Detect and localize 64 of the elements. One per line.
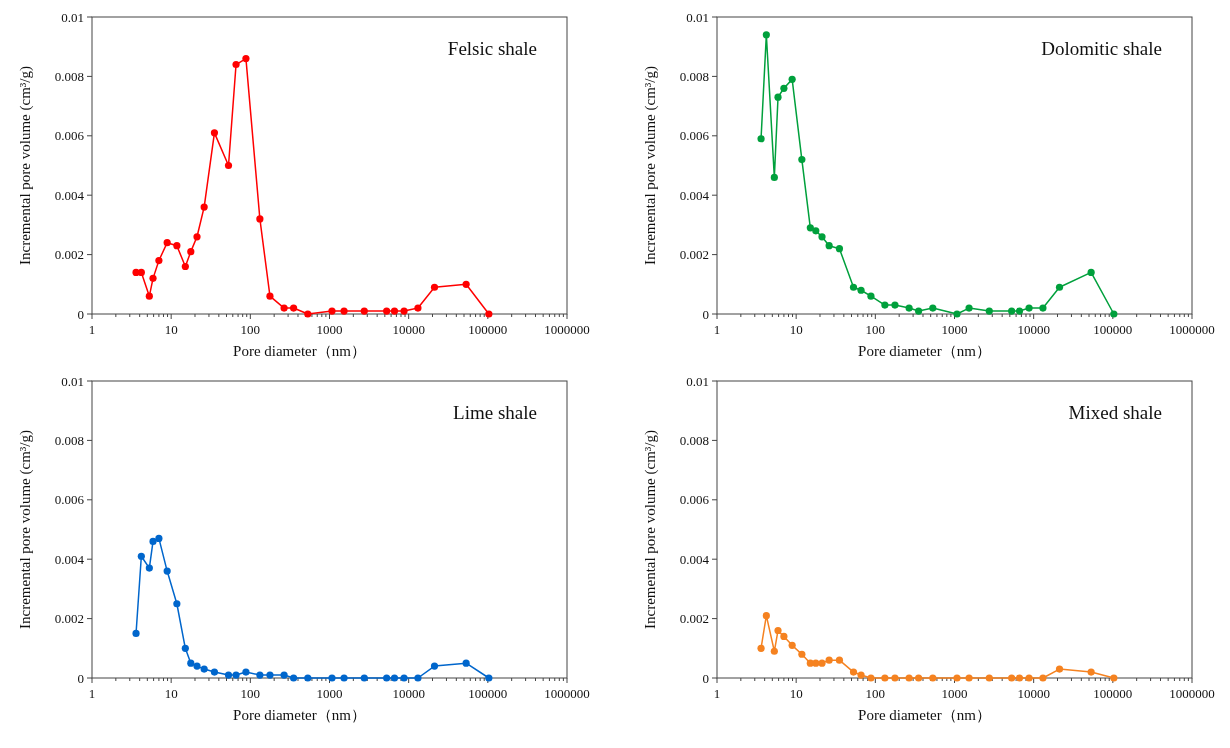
y-tick-label: 0.01 bbox=[686, 373, 709, 389]
x-tick-label: 1000 bbox=[316, 686, 343, 701]
text: Dolomitic shale bbox=[1041, 38, 1162, 59]
x-tick-label: 10000 bbox=[1017, 322, 1050, 337]
text: Felsic shale bbox=[447, 38, 537, 59]
y-tick-label: 0.01 bbox=[61, 9, 84, 25]
y-tick-label: 0.008 bbox=[679, 68, 709, 84]
x-axis-title: Pore diameter（nm） bbox=[233, 343, 366, 359]
y-tick-label: 0.004 bbox=[679, 187, 710, 203]
y-tick-label: 0.002 bbox=[54, 611, 84, 627]
x-tick-label: 100 bbox=[240, 322, 261, 337]
y-tick-label: 0.006 bbox=[54, 128, 85, 144]
x-tick-label: 10000 bbox=[392, 686, 425, 701]
x-tick-label: 100000 bbox=[468, 686, 508, 701]
x-tick-label: 10 bbox=[164, 322, 178, 337]
text: Mixed shale bbox=[1068, 402, 1162, 423]
x-axis-title: Pore diameter（nm） bbox=[858, 707, 991, 723]
y-tick-label: 0.008 bbox=[54, 68, 84, 84]
y-tick-label: 0.008 bbox=[679, 432, 709, 448]
y-tick-label: 0 bbox=[77, 670, 84, 686]
y-tick-label: 0 bbox=[77, 306, 84, 322]
x-axis-title: Pore diameter（nm） bbox=[233, 707, 366, 723]
x-tick-label: 1000000 bbox=[544, 322, 590, 337]
y-axis-title: Incremental pore volume (cm³/g) bbox=[17, 66, 34, 265]
x-tick-label: 100000 bbox=[1093, 322, 1133, 337]
x-tick-label: 1000000 bbox=[1169, 322, 1215, 337]
y-tick-label: 0 bbox=[702, 670, 709, 686]
x-tick-label: 10 bbox=[164, 686, 178, 701]
y-tick-label: 0.004 bbox=[54, 187, 85, 203]
y-tick-label: 0.006 bbox=[679, 492, 710, 508]
y-tick-label: 0.002 bbox=[679, 611, 709, 627]
x-tick-label: 10 bbox=[789, 686, 803, 701]
x-tick-label: 1 bbox=[88, 322, 96, 337]
y-tick-label: 0 bbox=[702, 306, 709, 322]
x-tick-label: 1000000 bbox=[544, 686, 590, 701]
x-tick-label: 100000 bbox=[468, 322, 508, 337]
y-tick-label: 0.004 bbox=[679, 551, 710, 567]
x-axis-title: Pore diameter（nm） bbox=[858, 343, 991, 359]
x-tick-label: 100 bbox=[240, 686, 261, 701]
text: Lime shale bbox=[453, 402, 537, 423]
x-tick-label: 1000000 bbox=[1169, 686, 1215, 701]
y-tick-label: 0.01 bbox=[686, 9, 709, 25]
y-axis-title: Incremental pore volume (cm³/g) bbox=[17, 430, 34, 629]
x-tick-label: 100 bbox=[865, 686, 886, 701]
y-axis-title: Incremental pore volume (cm³/g) bbox=[642, 430, 659, 629]
x-tick-label: 10000 bbox=[1017, 686, 1050, 701]
x-tick-label: 100 bbox=[865, 322, 886, 337]
x-tick-label: 10 bbox=[789, 322, 803, 337]
x-tick-label: 100000 bbox=[1093, 686, 1133, 701]
y-tick-label: 0.004 bbox=[54, 551, 85, 567]
y-tick-label: 0.006 bbox=[54, 492, 85, 508]
y-tick-label: 0.002 bbox=[54, 247, 84, 263]
x-tick-label: 1 bbox=[88, 686, 96, 701]
y-axis-title: Incremental pore volume (cm³/g) bbox=[642, 66, 659, 265]
y-tick-label: 0.008 bbox=[54, 432, 84, 448]
x-tick-label: 1000 bbox=[941, 686, 968, 701]
x-tick-label: 1000 bbox=[316, 322, 343, 337]
y-tick-label: 0.002 bbox=[679, 247, 709, 263]
x-tick-label: 10000 bbox=[392, 322, 425, 337]
y-tick-label: 0.006 bbox=[679, 128, 710, 144]
x-tick-label: 1000 bbox=[941, 322, 968, 337]
y-tick-label: 0.01 bbox=[61, 373, 84, 389]
x-tick-label: 1 bbox=[713, 322, 721, 337]
x-tick-label: 1 bbox=[713, 686, 721, 701]
